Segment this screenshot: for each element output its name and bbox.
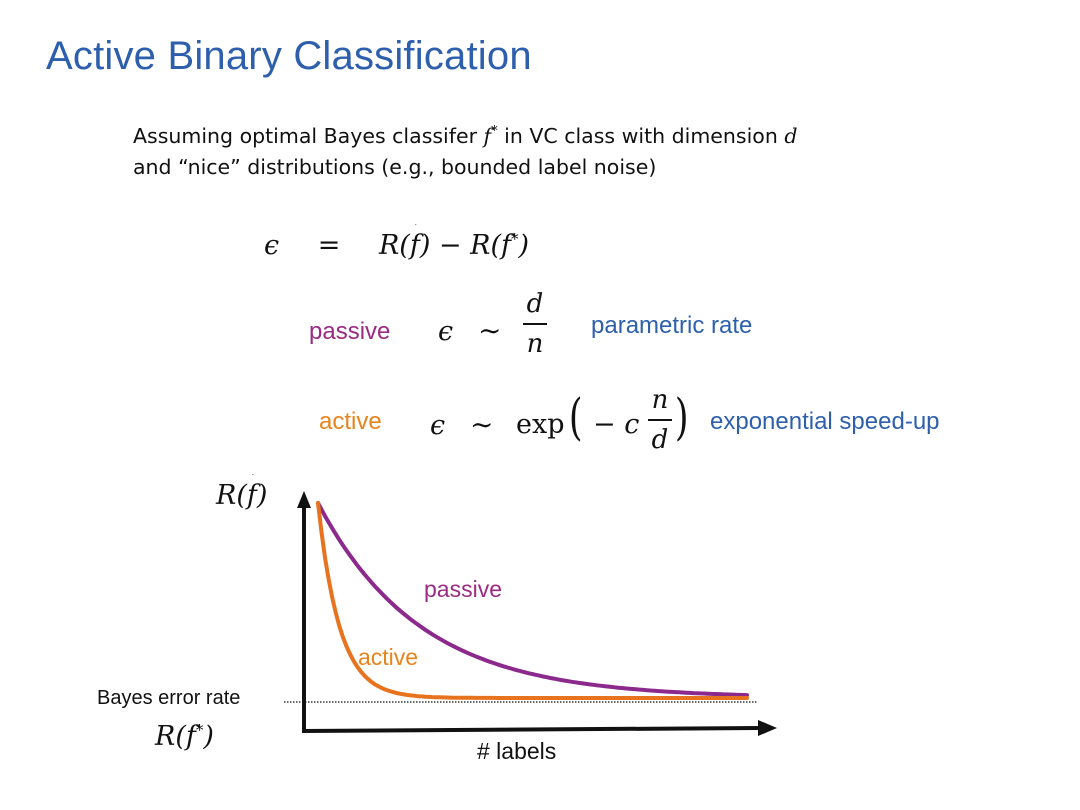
passive-epsilon: ϵ (438, 316, 454, 347)
bayes-f-star: * (195, 721, 204, 739)
bayes-r: R( (155, 721, 186, 752)
risk-term-1: R( (378, 230, 410, 261)
intro-f-star: * (491, 124, 498, 140)
passive-sim: ∼ (478, 314, 502, 347)
intro-f: f (483, 124, 492, 148)
bayes-error-label: Bayes error rate (97, 687, 241, 709)
x-axis (301, 726, 761, 733)
passive-curve (316, 501, 749, 698)
active-sim: ∼ (470, 408, 494, 441)
active-epsilon: ϵ (430, 410, 446, 441)
minus-c: − c (593, 409, 640, 440)
f-symbol: f (501, 230, 511, 261)
passive-numerator: d (526, 289, 544, 319)
exp-function: exp (516, 409, 565, 440)
bayes-f: f (185, 721, 196, 752)
excess-risk-equation: ϵ = R(f) − R(f*) (264, 230, 529, 261)
active-curve-label: active (358, 644, 419, 670)
intro-line-2: and “nice” distributions (e.g., bounded … (133, 155, 657, 179)
passive-curve-label: passive (424, 576, 502, 602)
risk-term-close: ) (518, 230, 530, 261)
active-fraction: n d (648, 385, 672, 455)
intro-d: d (784, 124, 798, 148)
y-label-close: ) (256, 480, 268, 511)
passive-rate-label: passive (309, 318, 391, 345)
active-denominator: d (651, 424, 669, 455)
left-paren: ( (568, 388, 583, 446)
x-axis-arrow (758, 720, 777, 736)
passive-denominator: n (526, 328, 544, 359)
active-numerator: n (651, 385, 669, 415)
f-hat: f (409, 230, 420, 261)
y-label-f-hat: f (246, 480, 257, 511)
active-rate-label: active (319, 408, 382, 435)
y-axis-label: R(f) (216, 480, 267, 511)
slide-title: Active Binary Classification (46, 34, 532, 78)
parametric-rate-note: parametric rate (591, 312, 753, 339)
passive-fraction: d n (523, 289, 547, 359)
right-paren: ) (674, 388, 689, 446)
x-axis-label: # labels (477, 738, 557, 764)
equals-sign: = (317, 230, 341, 261)
risk-term-2: ) − R( (419, 230, 501, 261)
intro-text-b: in VC class with dimension (497, 124, 785, 148)
fraction-bar (523, 323, 547, 325)
bayes-risk-math: R(f*) (155, 721, 214, 752)
intro-line-1: Assuming optimal Bayes classifer f* in V… (133, 124, 797, 148)
y-axis-arrow (297, 491, 311, 508)
epsilon-symbol: ϵ (264, 230, 280, 261)
bayes-close: ) (203, 721, 214, 752)
fraction-bar (648, 419, 672, 421)
intro-text-a: Assuming optimal Bayes classifer (133, 124, 484, 148)
y-label-r: R( (216, 480, 247, 511)
active-curve (316, 501, 749, 700)
exponential-speedup-note: exponential speed-up (710, 408, 940, 435)
f-star: * (511, 230, 519, 248)
